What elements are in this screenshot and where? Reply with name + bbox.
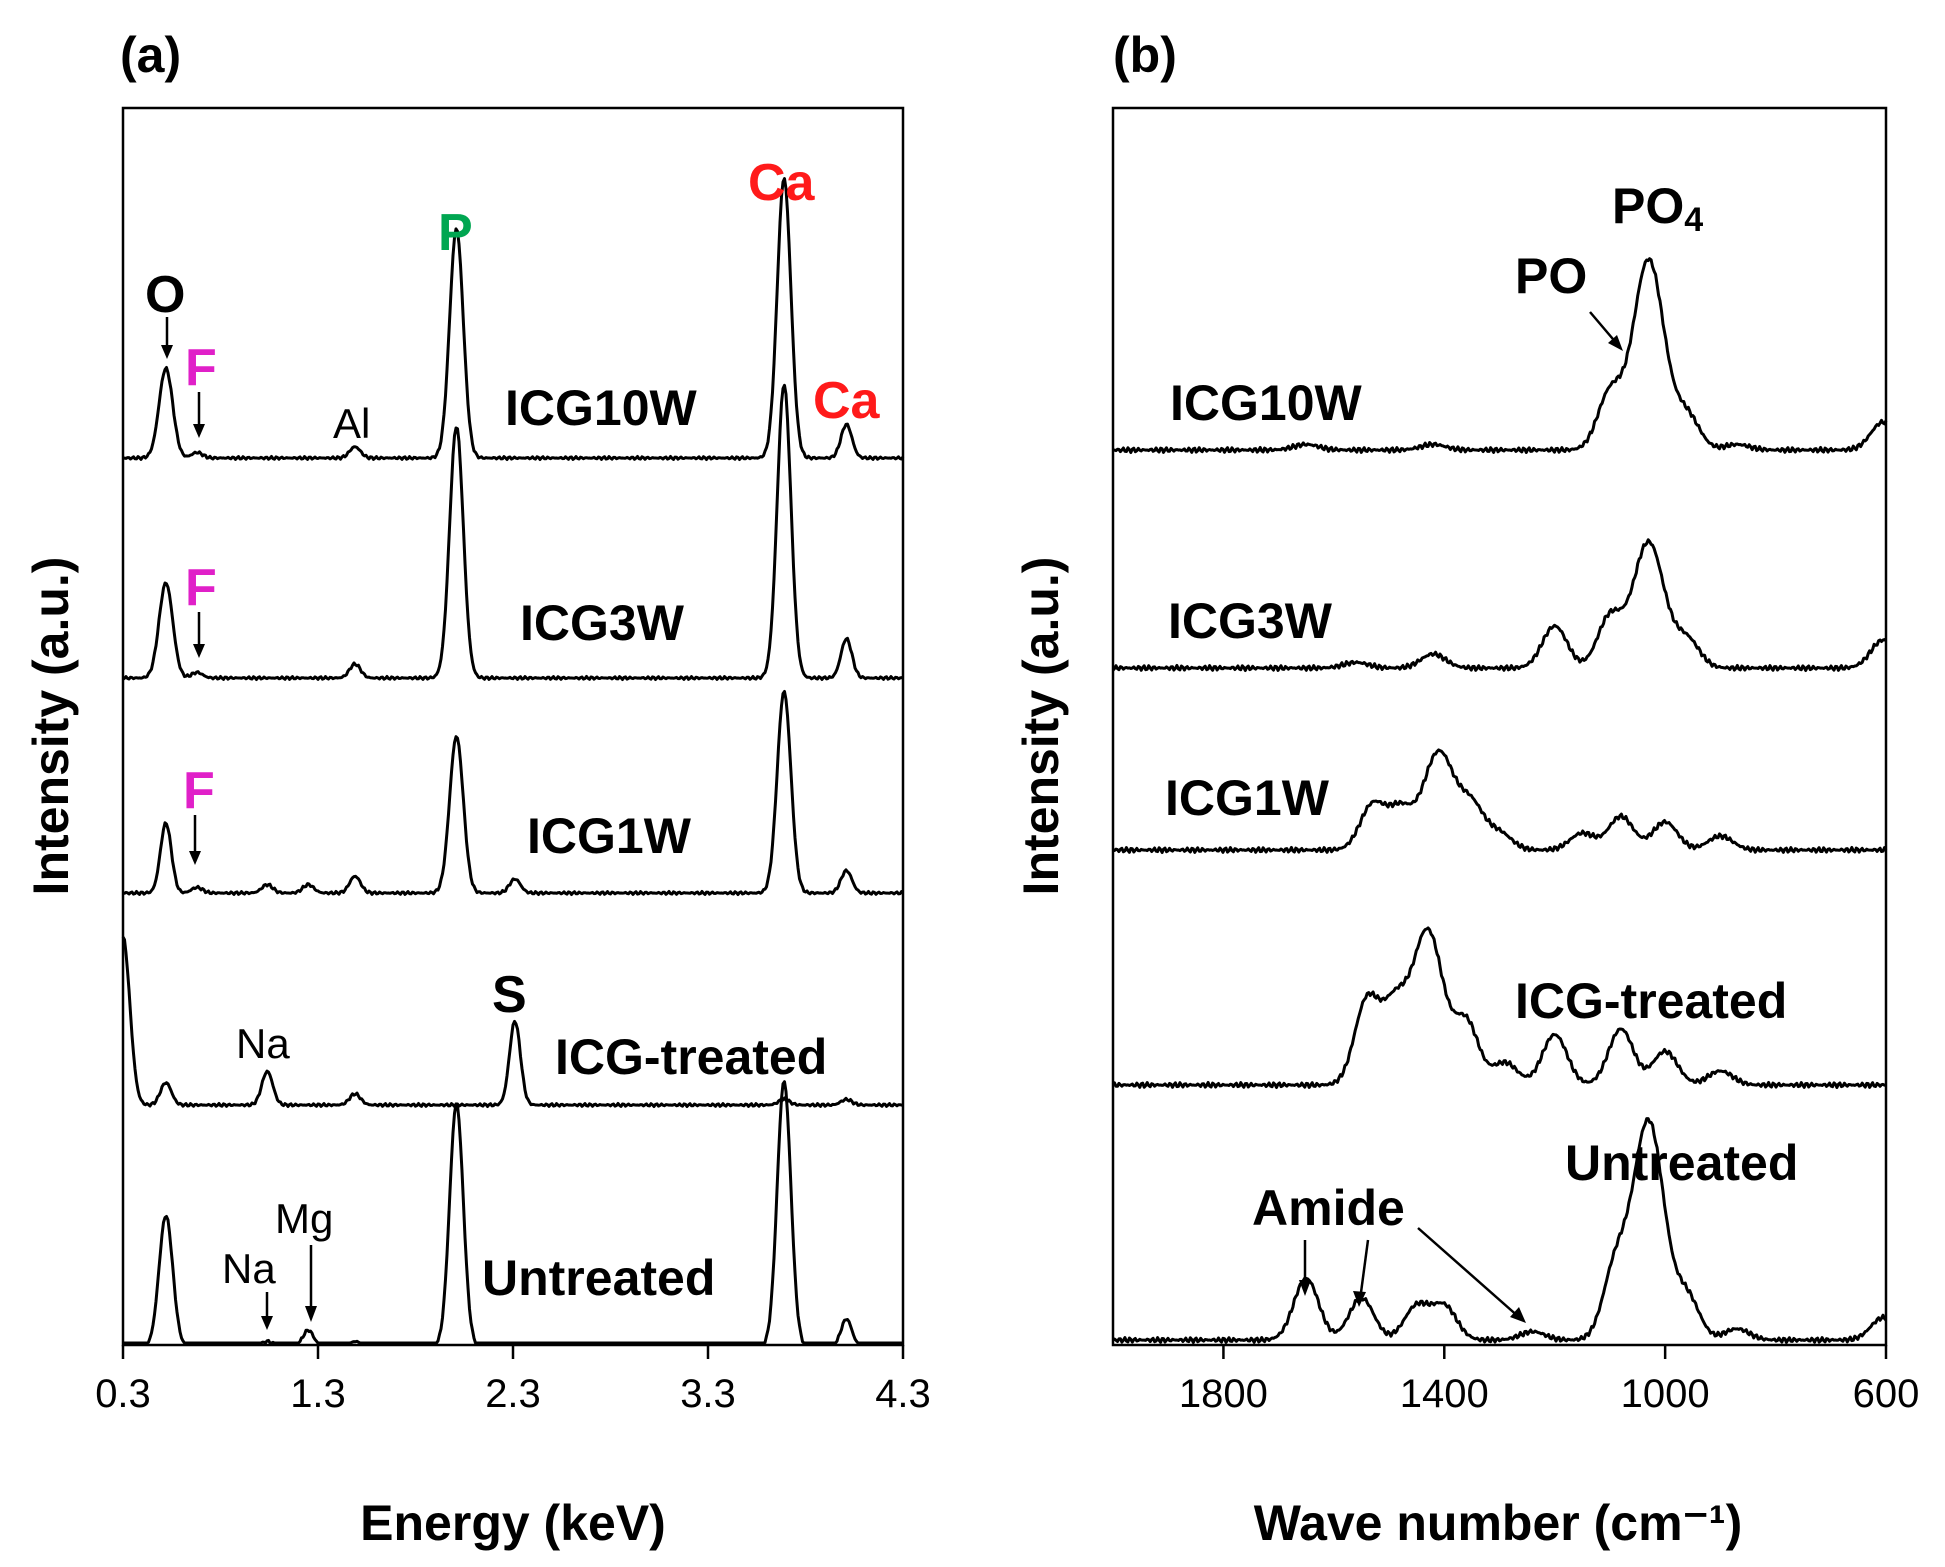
a-arrowhead-na [261, 1316, 273, 1330]
a-label-icg3w: ICG3W [520, 595, 685, 651]
panel-b: (b) 1800 1400 1000 600 Wave number (cm⁻¹) I… [1013, 27, 1919, 1551]
b-arrowhead-amide-3 [1510, 1307, 1526, 1323]
b-label-icg-treated: ICG-treated [1515, 973, 1787, 1029]
panel-a-trace-icg-treated [121, 936, 904, 1108]
b-label-icg10w: ICG10W [1170, 375, 1363, 431]
b-annot-po: PO [1515, 248, 1587, 304]
a-annot-f-icg10w: F [185, 339, 217, 397]
panel-a-x-tick-label: 4.3 [875, 1372, 931, 1416]
panel-a: (a) 0.3 1.3 2.3 3.3 4.3 Energy (keV) Intensi… [23, 27, 931, 1551]
a-annot-mg: Mg [275, 1195, 333, 1242]
panel-a-x-tick-label: 2.3 [485, 1372, 541, 1416]
panel-b-trace-icg-treated [1111, 926, 1887, 1089]
a-arrowhead-f-icg10w [193, 424, 205, 438]
panel-b-trace-untreated [1112, 1117, 1888, 1344]
b-arrowhead-amide-2 [1353, 1291, 1366, 1307]
panel-a-x-ticks: 0.3 1.3 2.3 3.3 4.3 [95, 1345, 931, 1416]
b-annot-po4-main: PO [1612, 178, 1684, 234]
a-arrowhead-f-icg3w [193, 644, 205, 658]
b-annot-po4: PO4 [1612, 178, 1703, 239]
a-annot-ca-1: Ca [748, 154, 816, 212]
b-arrow-amide-3 [1417, 1227, 1521, 1319]
b-label-icg1w: ICG1W [1165, 770, 1330, 826]
panel-b-trace-icg3w [1111, 538, 1887, 672]
panel-b-x-tick-label: 600 [1853, 1372, 1920, 1416]
panel-b-trace-icg1w [1112, 748, 1888, 854]
panel-b-x-tick-label: 1000 [1621, 1372, 1710, 1416]
b-annot-amide: Amide [1252, 1180, 1405, 1236]
panel-b-traces [1111, 257, 1888, 1344]
a-label-icg1w: ICG1W [527, 808, 692, 864]
b-annot-po4-sub: 4 [1684, 201, 1703, 239]
a-label-untreated: Untreated [482, 1250, 715, 1306]
a-arrowhead-o [161, 345, 173, 359]
panel-a-trace-icg3w [122, 383, 904, 681]
a-annot-na-treated: Na [236, 1020, 290, 1067]
a-arrowhead-mg [305, 1306, 317, 1322]
panel-a-traces [121, 177, 905, 1345]
b-label-untreated: Untreated [1565, 1135, 1798, 1191]
b-arrowhead-po [1608, 335, 1623, 351]
a-annot-f-icg1w: F [183, 762, 215, 820]
a-annot-na-untreated: Na [222, 1245, 276, 1292]
panel-a-trace-untreated [123, 1080, 903, 1345]
panel-b-x-tick-label: 1400 [1400, 1372, 1489, 1416]
a-annot-s: S [492, 966, 527, 1024]
panel-b-plot-frame [1111, 106, 1888, 1347]
panel-a-plot-frame [121, 106, 905, 1347]
panel-a-x-axis-title: Energy (keV) [360, 1495, 666, 1551]
b-label-icg3w: ICG3W [1168, 593, 1333, 649]
panel-a-trace-icg10w [122, 177, 905, 461]
panel-a-x-tick-label: 0.3 [95, 1372, 151, 1416]
panel-b-trace-icg10w [1112, 257, 1888, 454]
panel-a-trace-icg1w [122, 690, 905, 896]
a-label-icg-treated: ICG-treated [555, 1029, 827, 1085]
panel-a-letter: (a) [120, 27, 181, 83]
a-annot-ca-2: Ca [813, 372, 881, 430]
b-arrowhead-amide-1 [1299, 1280, 1311, 1296]
a-label-icg10w: ICG10W [505, 380, 698, 436]
panel-a-x-tick-label: 1.3 [290, 1372, 346, 1416]
panel-b-x-tick-label: 1800 [1179, 1372, 1268, 1416]
a-annot-o: O [145, 266, 185, 324]
panel-b-x-ticks: 1800 1400 1000 600 [1179, 1345, 1919, 1416]
a-annot-p: P [438, 204, 473, 262]
panel-a-y-axis-title: Intensity (a.u.) [23, 557, 79, 896]
a-arrowhead-f-icg1w [189, 851, 201, 865]
panel-b-y-axis-title: Intensity (a.u.) [1013, 557, 1069, 896]
panel-a-x-tick-label: 3.3 [680, 1372, 736, 1416]
panel-b-x-axis-title: Wave number (cm⁻¹) [1254, 1495, 1743, 1551]
a-annot-f-icg3w: F [185, 559, 217, 617]
panel-b-letter: (b) [1113, 27, 1177, 83]
b-arrow-amide-2 [1358, 1239, 1370, 1301]
a-annot-al: Al [333, 400, 370, 447]
